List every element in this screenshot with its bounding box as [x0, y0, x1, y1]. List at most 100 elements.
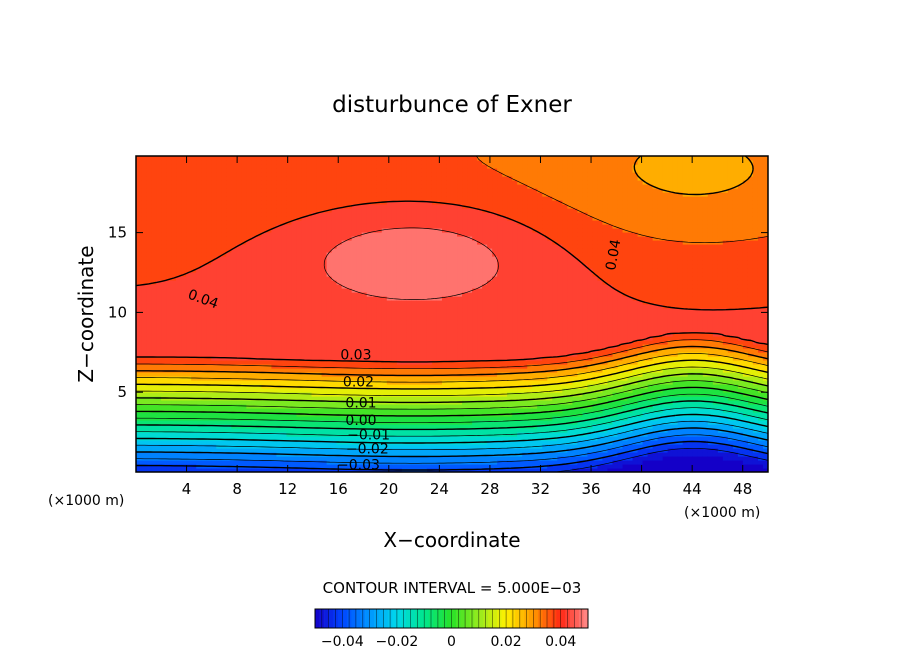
- contour-label: 0.02: [343, 375, 374, 391]
- x-tick-label: 20: [379, 480, 398, 498]
- contour-lines: [136, 156, 768, 472]
- y-tick-label: 5: [117, 383, 127, 401]
- colorbar-swatch: [437, 609, 443, 628]
- colorbar-swatch: [337, 609, 343, 628]
- colorbar-swatch: [460, 609, 466, 628]
- colorbar-tick-label: −0.04: [321, 634, 364, 650]
- colorbar-tick-label: 0.04: [545, 634, 576, 650]
- colorbar-frame: [314, 608, 589, 629]
- contour-line: [136, 353, 768, 383]
- contour-interval-text: CONTOUR INTERVAL = 5.000E−03: [323, 579, 582, 597]
- colorbar-swatch: [365, 609, 370, 628]
- contour-line: [136, 380, 768, 410]
- contour-line: [136, 373, 768, 404]
- colorbar-swatch: [528, 609, 534, 628]
- contour-line: [136, 440, 768, 471]
- colorbar-swatch: [583, 609, 589, 628]
- contour-line: [136, 359, 768, 390]
- contour-label: −0.01: [347, 427, 390, 443]
- y-tick-label: 15: [108, 224, 127, 242]
- x-tick-label: 24: [430, 480, 449, 498]
- colorbar-swatch: [451, 609, 457, 628]
- contour-label: −0.02: [346, 442, 389, 458]
- contour-line: [136, 434, 768, 464]
- colorbar-swatch: [446, 609, 452, 628]
- colorbar-swatch: [515, 609, 521, 628]
- y-axis-ticks: 5 10 15: [108, 224, 768, 401]
- colorbar-swatch: [519, 609, 525, 628]
- x-tick-label: 32: [531, 480, 550, 498]
- colorbar-swatch: [533, 609, 539, 628]
- contour-line: [136, 200, 768, 363]
- colorbar-swatch: [392, 609, 398, 628]
- contour-line: [136, 407, 768, 437]
- colorbar-tick-label: −0.02: [375, 634, 418, 650]
- contour-label: −0.03: [337, 458, 380, 474]
- colorbar-swatch: [369, 609, 375, 628]
- contour-line: [136, 366, 768, 396]
- x-tick-label: 44: [683, 480, 702, 498]
- y-axis-title: Z−coordinate: [74, 245, 98, 382]
- x-axis-title: X−coordinate: [383, 528, 520, 552]
- colorbar-swatch: [569, 609, 575, 628]
- colorbar-swatch: [351, 609, 357, 628]
- colorbar: [315, 609, 589, 628]
- colorbar-swatch: [315, 609, 320, 628]
- x-tick-label: 28: [480, 480, 499, 498]
- colorbar-swatch: [487, 609, 493, 628]
- colorbar-swatch: [342, 609, 348, 628]
- colorbar-swatch: [406, 609, 411, 628]
- colorbar-swatch: [492, 609, 498, 628]
- colorbar-swatch: [547, 609, 552, 628]
- contour-line: [136, 420, 768, 451]
- colorbar-tick-label: 0.02: [491, 634, 522, 650]
- colorbar-swatch: [419, 609, 425, 628]
- colorbar-swatch: [506, 609, 511, 628]
- contour-line: [136, 413, 768, 444]
- contour-label: 0.04: [603, 238, 624, 272]
- chart-title: disturbunce of Exner: [332, 92, 572, 118]
- colorbar-swatch: [560, 609, 566, 628]
- colorbar-swatch: [474, 609, 480, 628]
- contour-line: [136, 393, 768, 424]
- x-tick-label: 40: [632, 480, 651, 498]
- colorbar-swatch: [574, 609, 580, 628]
- contour-label: 0.01: [345, 395, 376, 411]
- contour-line: [136, 427, 768, 458]
- colorbar-swatch: [396, 609, 402, 628]
- colorbar-ticks: −0.04 −0.02 0 0.02 0.04: [321, 634, 577, 650]
- x-tick-label: 8: [232, 480, 242, 498]
- colorbar-swatch: [410, 609, 416, 628]
- colorbar-swatch: [433, 609, 439, 628]
- colorbar-swatch: [465, 609, 470, 628]
- contour-line: [136, 386, 768, 417]
- x-axis-ticks: 4 8 12 16 20 24 28 32 36 40 44 48: [182, 156, 752, 498]
- contour-line: [136, 156, 768, 370]
- colorbar-swatch: [383, 609, 389, 628]
- x-tick-label: 48: [733, 480, 752, 498]
- contour-label: 0.03: [340, 348, 371, 364]
- contour-label: 0.00: [345, 413, 376, 429]
- colorbar-swatch: [556, 609, 561, 628]
- contour-line: [136, 156, 768, 377]
- colorbar-swatch: [324, 609, 329, 628]
- colorbar-swatch: [501, 609, 507, 628]
- colorbar-swatch: [542, 609, 548, 628]
- colorbar-swatch: [355, 609, 361, 628]
- plot-frame: [135, 155, 769, 473]
- colorbar-swatch: [378, 609, 384, 628]
- x-tick-label: 12: [278, 480, 297, 498]
- colorbar-swatch: [328, 609, 334, 628]
- x-axis-unit-right: (×1000 m): [684, 505, 760, 521]
- x-axis-unit-left: (×1000 m): [48, 493, 124, 509]
- contour-line: [323, 227, 499, 300]
- y-tick-label: 10: [108, 303, 127, 321]
- contour-field: [136, 156, 768, 472]
- contour-labels: 0.040.040.030.020.010.00−0.01−0.02−0.03: [186, 238, 625, 474]
- x-tick-label: 4: [182, 480, 192, 498]
- x-tick-label: 16: [329, 480, 348, 498]
- x-tick-label: 36: [581, 480, 600, 498]
- colorbar-tick-label: 0: [447, 634, 456, 650]
- colorbar-swatch: [424, 609, 430, 628]
